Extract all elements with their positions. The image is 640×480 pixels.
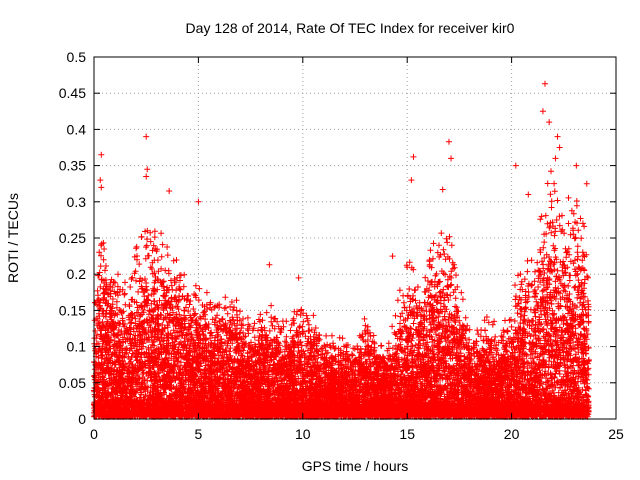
scatter-point bbox=[143, 173, 150, 180]
x-tick-label: 0 bbox=[90, 426, 98, 442]
x-axis-label: GPS time / hours bbox=[302, 458, 409, 474]
axis-ticks: 0 5 10 15 20 25 0 0.05 0.1 0.15 0.2 0.25 0.3 0.35 0.4 0… bbox=[59, 49, 624, 442]
scatter-cloud bbox=[91, 168, 592, 420]
y-tick-label: 0.5 bbox=[67, 49, 87, 65]
y-tick-label: 0.2 bbox=[67, 266, 87, 282]
scatter-point bbox=[408, 177, 415, 184]
y-tick-label: 0.35 bbox=[59, 158, 86, 174]
scatter-point bbox=[556, 144, 563, 151]
scatter-point bbox=[525, 191, 532, 198]
scatter-point bbox=[445, 138, 452, 145]
x-tick-label: 10 bbox=[295, 426, 311, 442]
scatter-point bbox=[448, 155, 455, 162]
scatter-point bbox=[410, 153, 417, 160]
scatter-point bbox=[166, 187, 173, 194]
scatter-point bbox=[266, 261, 273, 268]
scatter-point bbox=[98, 151, 105, 158]
scatter-points bbox=[91, 80, 592, 420]
scatter-point bbox=[389, 253, 396, 260]
y-tick-label: 0.45 bbox=[59, 85, 86, 101]
scatter-point bbox=[542, 80, 549, 87]
scatter-point bbox=[97, 177, 104, 184]
x-tick-label: 5 bbox=[195, 426, 203, 442]
y-tick-label: 0.3 bbox=[67, 194, 87, 210]
scatter-point bbox=[439, 186, 446, 193]
y-tick-label: 0.05 bbox=[59, 375, 86, 391]
scatter-point bbox=[573, 162, 580, 169]
y-tick-label: 0.25 bbox=[59, 230, 86, 246]
scatter-point bbox=[552, 155, 559, 162]
scatter-point bbox=[554, 133, 561, 140]
scatter-point bbox=[512, 162, 519, 169]
scatter-point bbox=[546, 119, 553, 126]
chart-title: Day 128 of 2014, Rate Of TEC Index for r… bbox=[186, 20, 515, 36]
x-tick-label: 25 bbox=[608, 426, 624, 442]
x-tick-label: 20 bbox=[504, 426, 520, 442]
x-tick-label: 15 bbox=[399, 426, 415, 442]
scatter-point bbox=[195, 198, 202, 205]
y-tick-label: 0.1 bbox=[67, 339, 87, 355]
scatter-point bbox=[539, 108, 546, 115]
y-tick-label: 0.15 bbox=[59, 302, 86, 318]
scatter-point bbox=[143, 133, 150, 140]
y-tick-label: 0.4 bbox=[67, 121, 87, 137]
scatter-point bbox=[583, 180, 590, 187]
scatter-point bbox=[144, 166, 151, 173]
y-tick-label: 0 bbox=[78, 411, 86, 427]
scatter-point bbox=[295, 274, 302, 281]
scatter-point bbox=[98, 184, 105, 191]
y-axis-label: ROTI / TECUs bbox=[5, 193, 21, 283]
